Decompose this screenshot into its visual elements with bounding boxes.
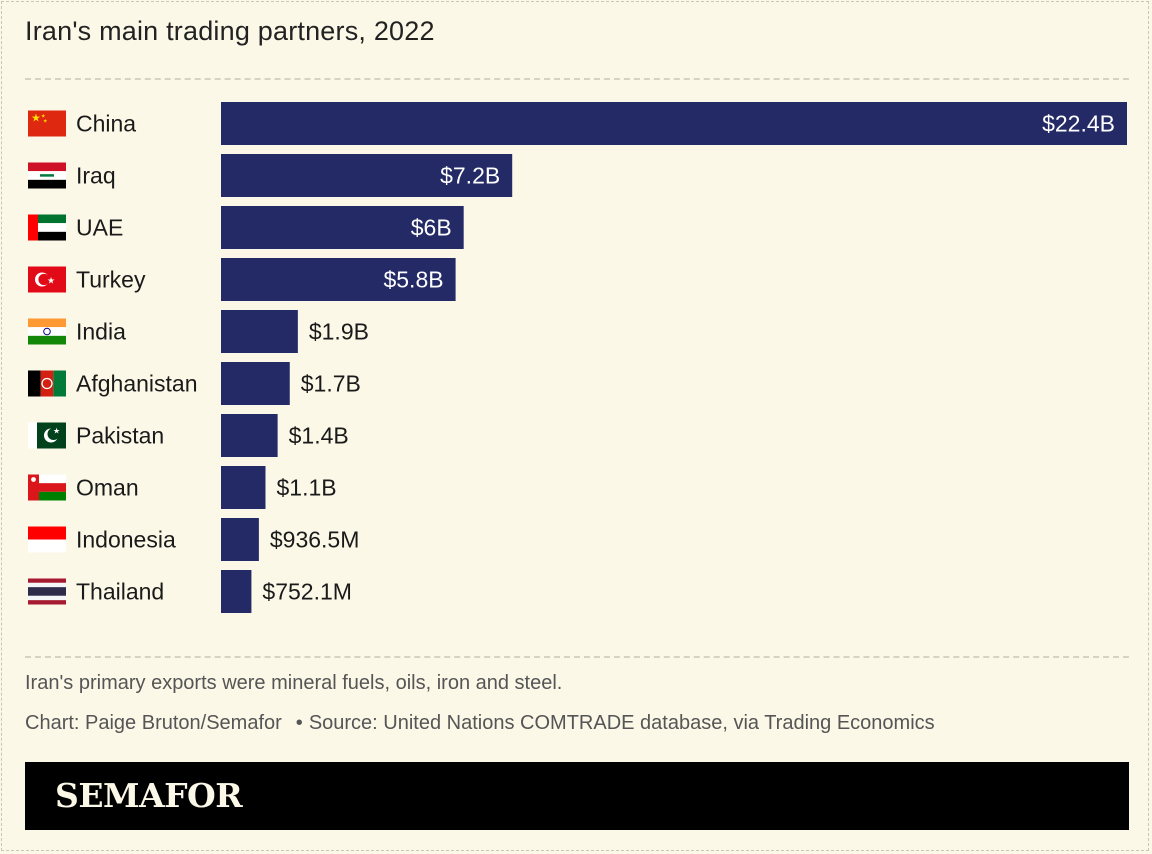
svg-text:★: ★ [31, 113, 41, 125]
afghanistan-flag-icon [28, 370, 66, 397]
chart-note: Iran's primary exports were mineral fuel… [25, 672, 563, 694]
bar-china [221, 102, 1127, 145]
chart-credit: Chart: Paige Bruton/Semafor • Source: Unit… [25, 712, 935, 735]
top-divider [25, 78, 1129, 80]
value-label: $752.1M [262, 579, 352, 605]
bar-oman [221, 466, 266, 509]
value-label: $1.4B [289, 423, 349, 449]
thailand-flag-icon [28, 578, 66, 605]
svg-text:★: ★ [41, 114, 46, 120]
value-label: $1.9B [309, 319, 369, 345]
category-label: UAE [76, 215, 123, 241]
value-label: $936.5M [270, 527, 360, 553]
value-label: $5.8B [383, 267, 443, 293]
chart-title: Iran's main trading partners, 2022 [25, 16, 435, 46]
value-label: $22.4B [1042, 111, 1115, 137]
bar-pakistan [221, 414, 278, 457]
bar-india [221, 310, 298, 353]
value-label: $1.1B [276, 475, 336, 501]
category-label: Pakistan [76, 423, 164, 449]
indonesia-flag-icon [28, 526, 66, 553]
oman-flag-icon [28, 474, 66, 501]
bottom-divider [25, 656, 1129, 658]
category-label: Thailand [76, 579, 164, 605]
bar-indonesia [221, 518, 259, 561]
value-label: $7.2B [440, 163, 500, 189]
svg-text:★: ★ [47, 276, 55, 286]
chart-source: Source: United Nations COMTRADE database… [308, 712, 935, 734]
chart-author: Chart: Paige Bruton/Semafor [25, 712, 282, 734]
semafor-logo: SEMAFOR [55, 776, 243, 815]
pakistan-flag-icon: ★ [28, 422, 66, 449]
uae-flag-icon [28, 214, 66, 241]
bar-thailand [221, 570, 252, 613]
category-label: Indonesia [76, 527, 176, 553]
bar-afghanistan [221, 362, 290, 405]
svg-text:★: ★ [43, 119, 48, 125]
credit-separator: • [295, 712, 303, 734]
bar-uae [221, 206, 464, 249]
category-label: Turkey [76, 267, 146, 293]
category-label: Afghanistan [76, 371, 197, 397]
svg-text:★: ★ [53, 427, 60, 436]
iraq-flag-icon [28, 162, 66, 189]
category-label: India [76, 319, 126, 345]
india-flag-icon [28, 318, 66, 345]
category-label: Oman [76, 475, 139, 501]
china-flag-icon: ★ ★★ [28, 110, 66, 137]
category-label: Iraq [76, 163, 116, 189]
turkey-flag-icon: ★ [28, 266, 66, 293]
bar-turkey [221, 258, 456, 301]
footer-bar: SEMAFOR [25, 762, 1129, 830]
value-label: $6B [411, 215, 452, 241]
value-label: $1.7B [301, 371, 361, 397]
category-label: China [76, 111, 136, 137]
bar-iraq [221, 154, 513, 197]
